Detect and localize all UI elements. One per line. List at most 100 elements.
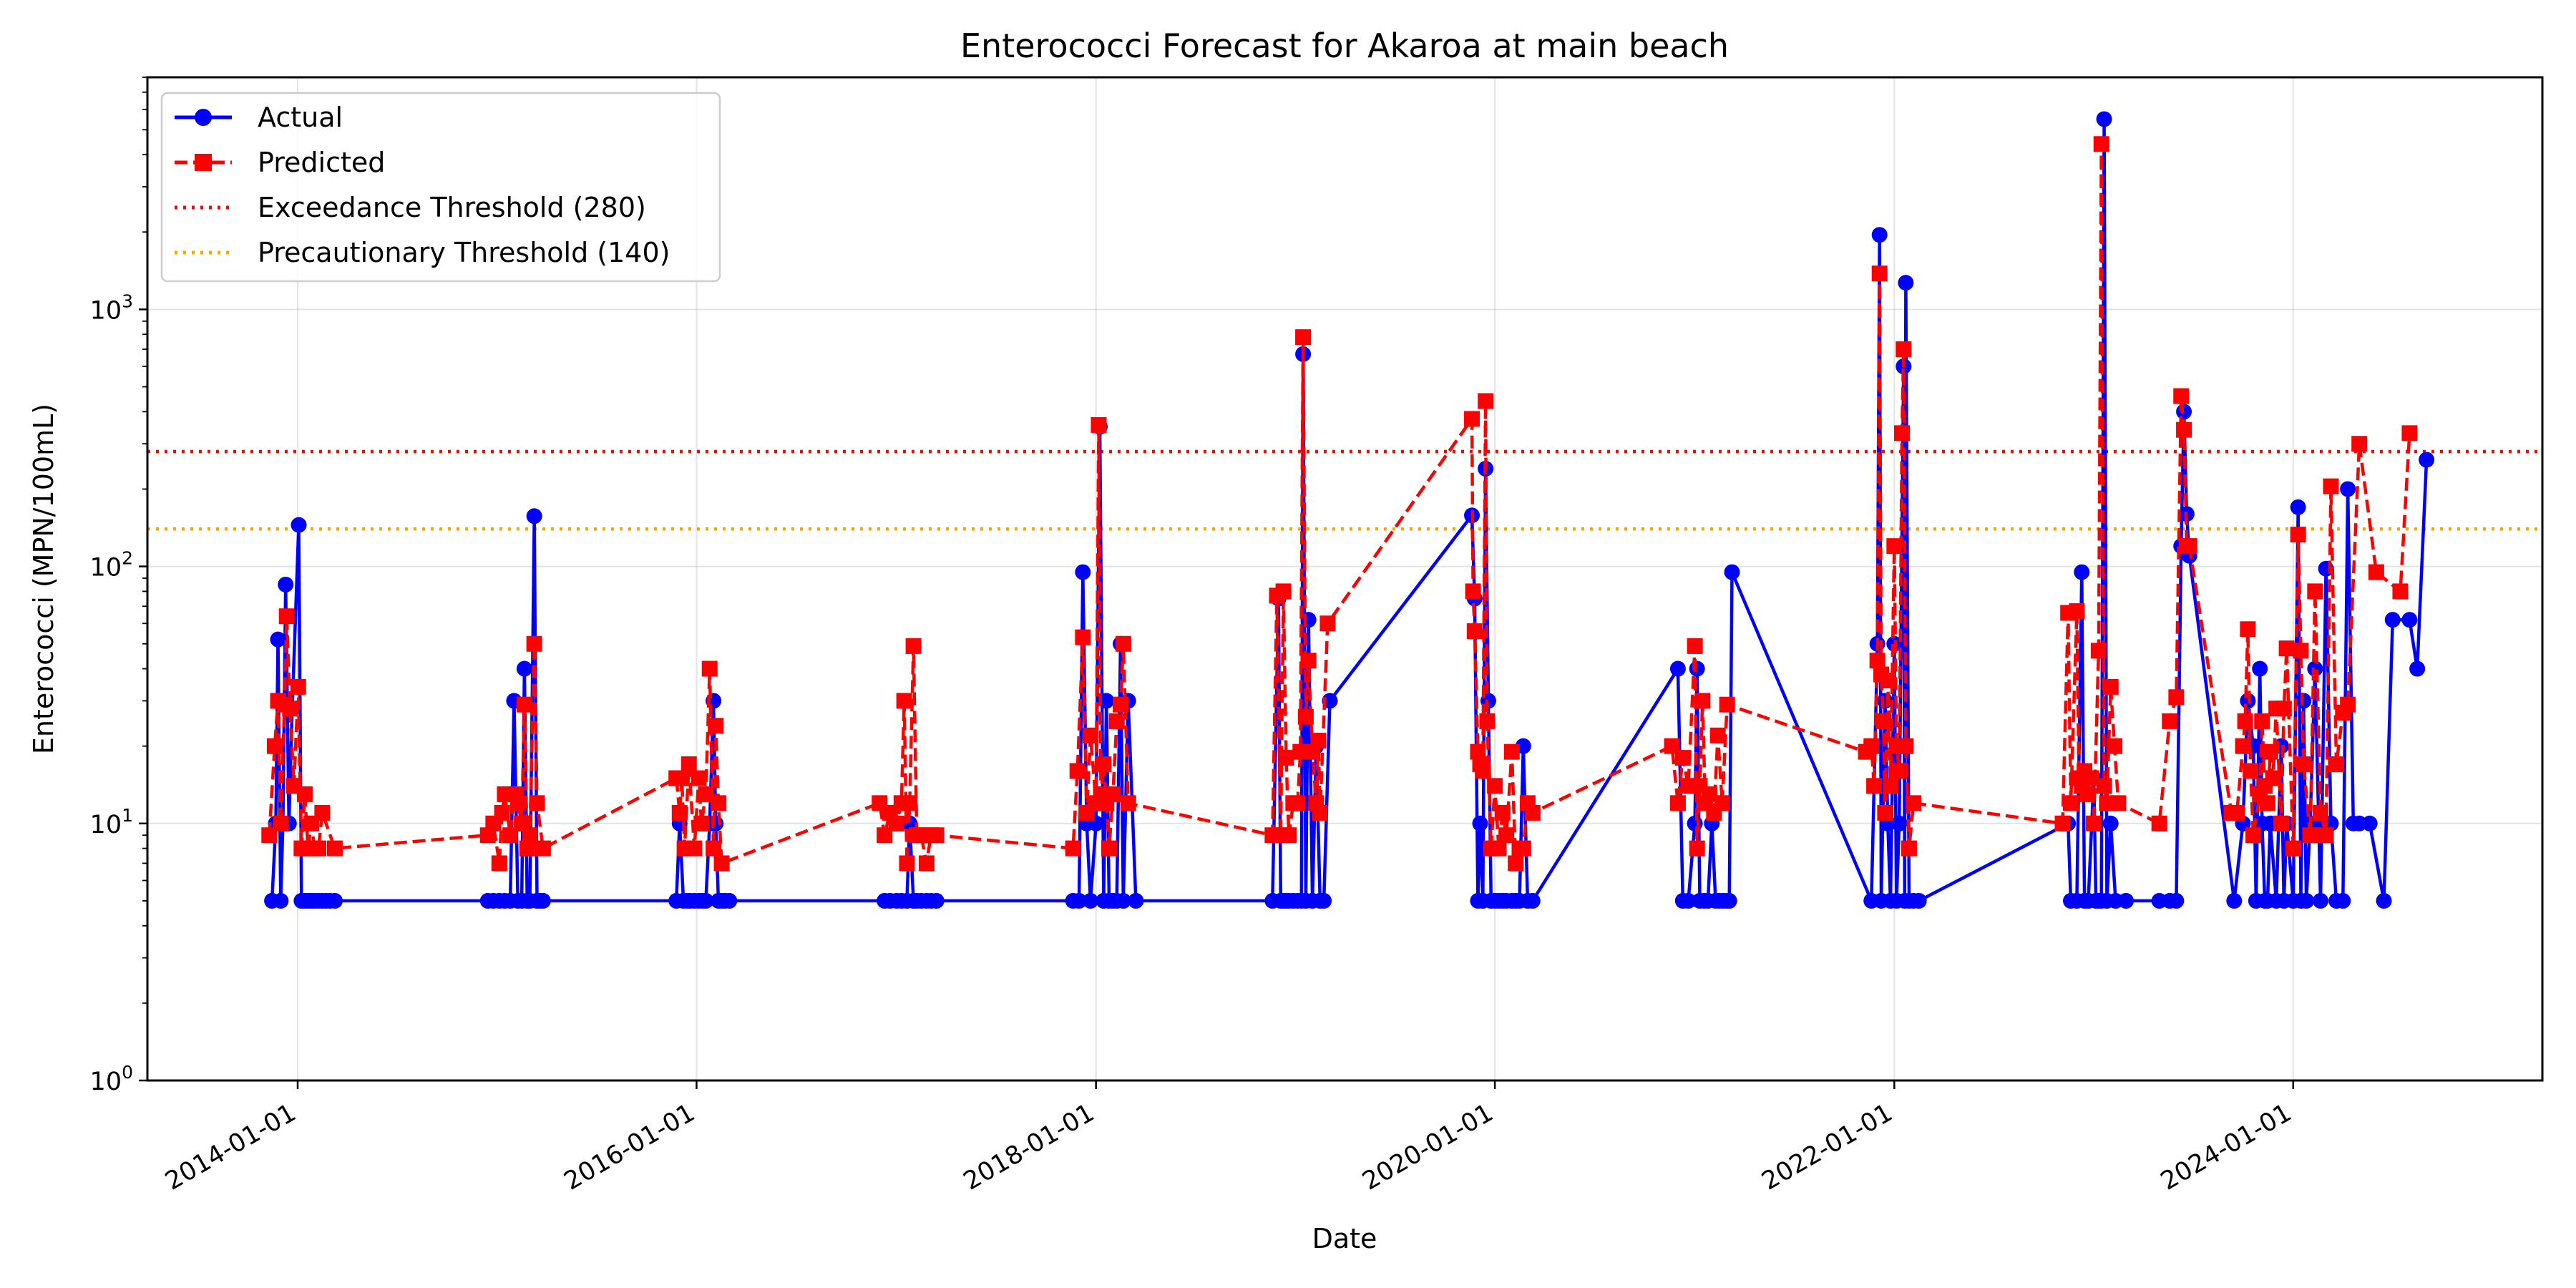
- data-point-predicted: [2173, 388, 2190, 404]
- data-point-actual: [1687, 815, 1703, 831]
- legend-item-precautionary: Precautionary Threshold (140): [175, 237, 670, 268]
- data-point-predicted: [1300, 653, 1317, 669]
- data-point-actual: [1098, 693, 1115, 709]
- legend-box: [160, 92, 721, 283]
- data-point-predicted: [326, 840, 343, 857]
- data-point-predicted: [2340, 696, 2356, 713]
- data-point-predicted: [2278, 640, 2295, 657]
- data-point-actual: [2361, 815, 2378, 831]
- data-point-predicted: [2307, 583, 2323, 600]
- data-point-actual: [526, 508, 542, 525]
- data-point-predicted: [706, 840, 722, 857]
- data-point-predicted: [1906, 795, 1922, 811]
- data-point-predicted: [1475, 763, 1491, 779]
- data-point-actual: [2335, 892, 2351, 909]
- data-point-actual: [2226, 892, 2243, 909]
- data-point-actual: [2376, 892, 2392, 909]
- data-point-actual: [2096, 111, 2112, 127]
- plot-frame: [146, 76, 2544, 1082]
- data-point-predicted: [698, 786, 714, 802]
- data-point-predicted: [2237, 713, 2253, 729]
- data-point-actual: [291, 517, 307, 533]
- data-point-actual: [278, 576, 294, 592]
- data-point-predicted: [522, 827, 538, 844]
- data-point-actual: [1316, 892, 1332, 909]
- data-point-predicted: [2181, 538, 2197, 555]
- data-point-predicted: [2401, 425, 2418, 441]
- data-point-actual: [1871, 227, 1888, 243]
- data-point-predicted: [2290, 527, 2306, 543]
- data-point-actual: [270, 631, 286, 648]
- data-point-predicted: [2062, 795, 2079, 811]
- data-point-predicted: [1310, 733, 1327, 749]
- data-point-predicted: [2090, 643, 2107, 659]
- data-point-actual: [1524, 892, 1541, 909]
- data-point-predicted: [2265, 770, 2281, 786]
- data-point-predicted: [2285, 840, 2301, 857]
- data-point-predicted: [1877, 804, 1893, 821]
- data-point-predicted: [1101, 840, 1117, 857]
- chart-title: Enterococci Forecast for Akaroa at main …: [960, 26, 1729, 65]
- data-point-predicted: [1464, 411, 1480, 427]
- data-point-predicted: [519, 840, 535, 857]
- data-point-actual: [2312, 892, 2328, 909]
- data-point-predicted: [529, 795, 545, 811]
- data-point-predicted: [278, 608, 295, 625]
- data-point-predicted: [1470, 743, 1486, 760]
- x-axis-label: Date: [1312, 1223, 1377, 1254]
- data-point-predicted: [2079, 786, 2095, 802]
- data-point-predicted: [1702, 786, 1718, 802]
- legend-label-exceedance: Exceedance Threshold (280): [258, 192, 646, 223]
- data-point-actual: [1075, 564, 1091, 580]
- data-point-predicted: [1091, 416, 1107, 433]
- data-point-predicted: [2084, 770, 2100, 786]
- x-tick-label: 2022-01-01: [1757, 1098, 1898, 1196]
- data-point-predicted: [671, 804, 688, 821]
- data-point-predicted: [1278, 750, 1294, 766]
- data-point-predicted: [1866, 778, 1883, 794]
- data-point-predicted: [2293, 643, 2309, 659]
- data-point-predicted: [1096, 756, 1112, 773]
- data-point-predicted: [1120, 795, 1136, 811]
- data-point-actual: [1115, 892, 1131, 909]
- data-point-actual: [928, 892, 945, 909]
- data-point-predicted: [1894, 425, 1911, 441]
- data-point-actual: [1300, 612, 1317, 628]
- data-point-actual: [2252, 660, 2268, 677]
- data-point-predicted: [1891, 763, 1908, 779]
- data-point-predicted: [1875, 713, 1892, 729]
- data-point-predicted: [1515, 840, 1531, 857]
- data-point-predicted: [535, 840, 551, 857]
- data-point-actual: [1070, 892, 1087, 909]
- legend-item-actual: Actual: [175, 102, 343, 133]
- data-point-predicted: [888, 815, 904, 831]
- x-tick-label: 2024-01-01: [2156, 1098, 2296, 1196]
- data-point-predicted: [2110, 795, 2127, 811]
- x-tick-label: 2018-01-01: [959, 1098, 1099, 1196]
- data-point-predicted: [2093, 136, 2109, 152]
- data-point-predicted: [526, 635, 542, 652]
- y-tick-label: 100: [90, 1062, 133, 1096]
- data-point-actual: [535, 892, 551, 909]
- data-point-actual: [2419, 452, 2435, 468]
- data-point-predicted: [509, 795, 526, 811]
- data-point-predicted: [2275, 701, 2292, 717]
- y-axis-label: Enterococci (MPN/100mL): [28, 404, 59, 754]
- data-point-predicted: [1115, 635, 1131, 652]
- y-tick-label: 102: [90, 548, 133, 582]
- data-point-actual: [1689, 660, 1705, 677]
- data-point-predicted: [1465, 583, 1481, 600]
- x-tick-label: 2014-01-01: [160, 1098, 301, 1196]
- data-point-actual: [2384, 612, 2401, 628]
- data-point-predicted: [1289, 795, 1306, 811]
- data-point-actual: [1680, 892, 1697, 909]
- data-point-predicted: [2102, 678, 2119, 695]
- data-point-predicted: [1491, 840, 1507, 857]
- series-predicted: [261, 136, 2418, 872]
- data-point-actual: [2340, 481, 2356, 497]
- data-point-actual: [516, 660, 532, 677]
- data-point-predicted: [1297, 708, 1314, 725]
- legend: Actual Predicted Exceedance Threshold (2…: [160, 92, 721, 283]
- data-point-predicted: [1882, 778, 1898, 794]
- data-point-predicted: [2328, 756, 2345, 773]
